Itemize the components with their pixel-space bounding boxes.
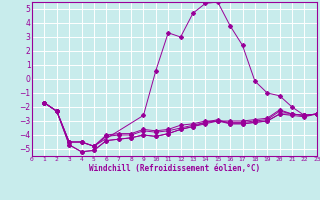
X-axis label: Windchill (Refroidissement éolien,°C): Windchill (Refroidissement éolien,°C) — [89, 164, 260, 173]
